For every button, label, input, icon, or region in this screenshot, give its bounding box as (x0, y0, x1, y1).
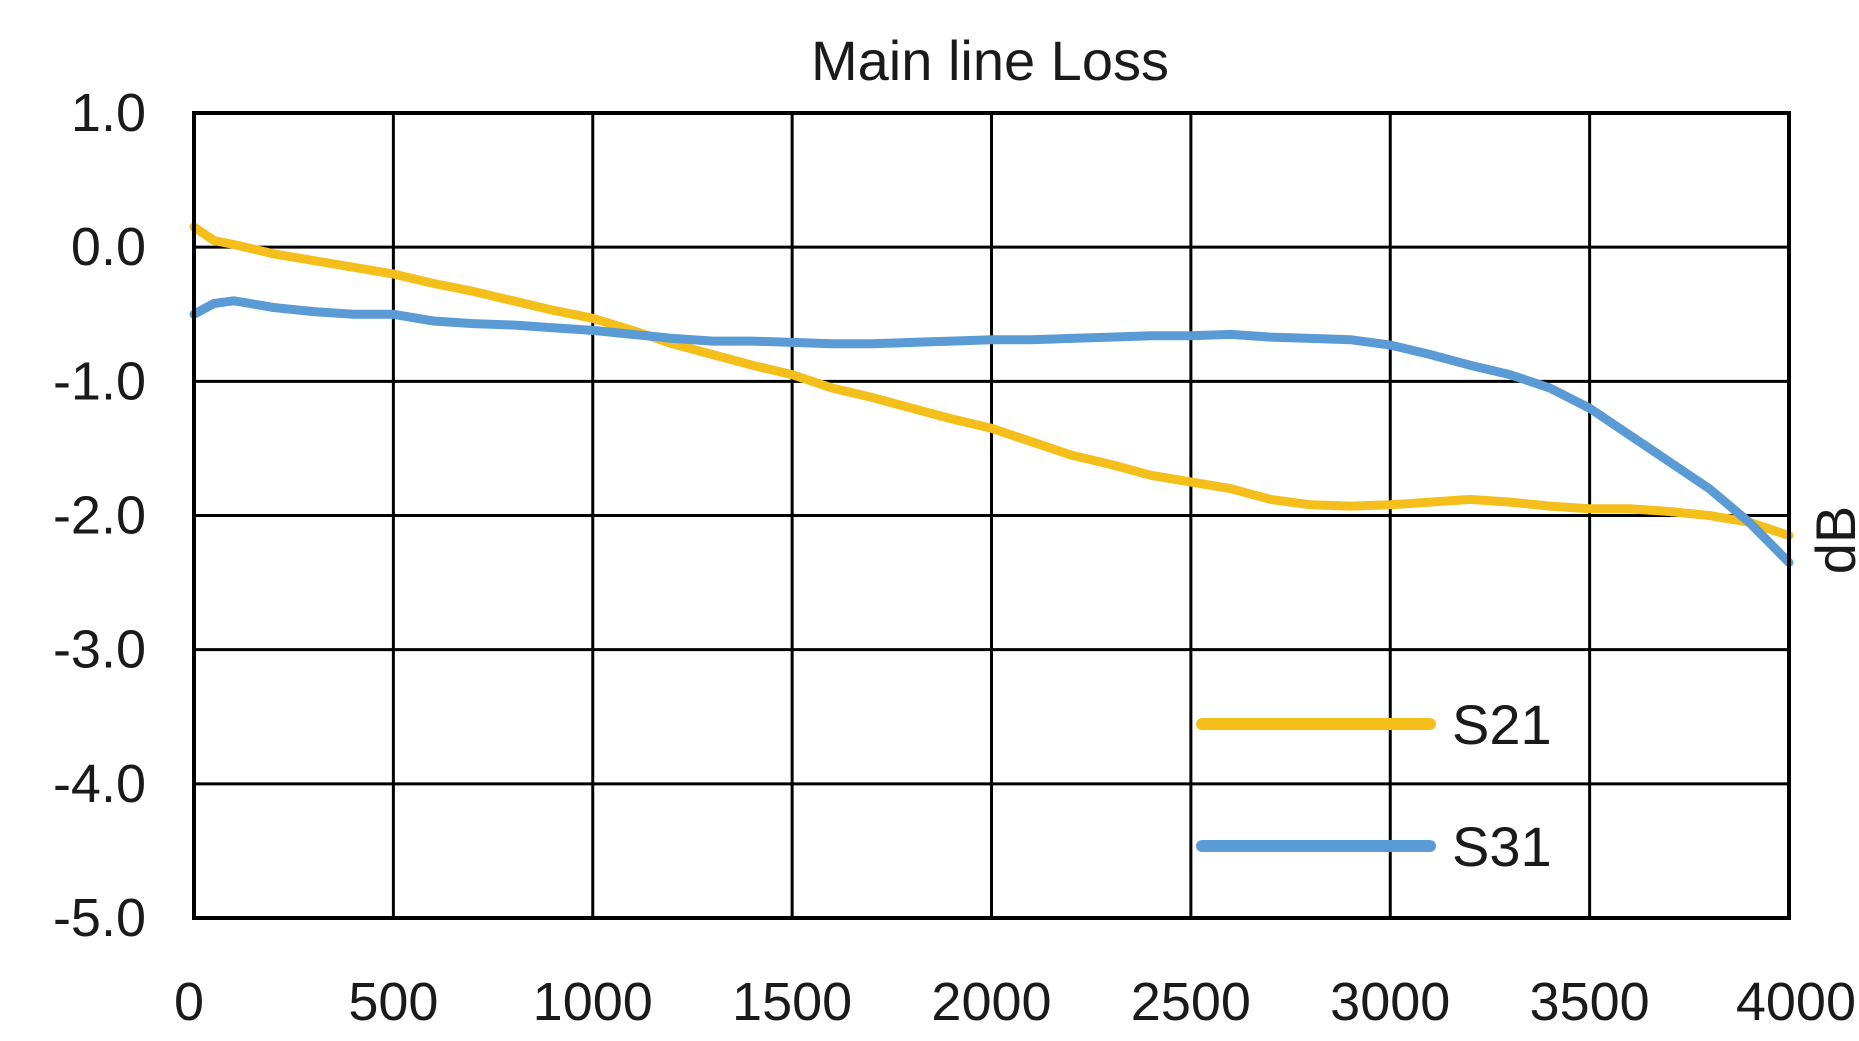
y-tick-label: -2.0 (53, 486, 146, 546)
y-tick-label: -4.0 (53, 754, 146, 814)
series-lines (189, 222, 1794, 567)
x-axis-tick-labels: 0 500 1000 1500 2000 2500 3000 3500 4000 (174, 972, 1856, 1032)
y-tick-label: 0.0 (71, 217, 146, 277)
legend: S21 S31 (1196, 693, 1552, 878)
x-tick-label: 3000 (1330, 972, 1450, 1032)
y-axis-label: dB (1804, 506, 1859, 575)
legend-label-s31: S31 (1452, 815, 1552, 878)
legend-label-s21: S21 (1452, 693, 1552, 756)
series-line-s21 (189, 222, 1794, 541)
y-axis-tick-labels: 1.0 0.0 -1.0 -2.0 -3.0 -4.0 -5.0 (53, 83, 146, 948)
x-tick-label: 1500 (732, 972, 852, 1032)
x-tick-label: 1000 (533, 972, 653, 1032)
y-tick-label: -3.0 (53, 620, 146, 680)
y-tick-label: 1.0 (71, 83, 146, 143)
series-line-s31 (189, 296, 1794, 567)
x-tick-label: 500 (348, 972, 438, 1032)
x-tick-label: 4000 (1736, 972, 1856, 1032)
y-tick-label: -5.0 (53, 888, 146, 948)
plot-area-frame (192, 111, 1791, 920)
y-tick-label: -1.0 (53, 351, 146, 411)
x-tick-label: 2000 (931, 972, 1051, 1032)
chart-title: Main line Loss (811, 29, 1169, 92)
x-tick-label: 0 (174, 972, 204, 1032)
x-tick-label: 3500 (1530, 972, 1650, 1032)
x-tick-label: 2500 (1131, 972, 1251, 1032)
